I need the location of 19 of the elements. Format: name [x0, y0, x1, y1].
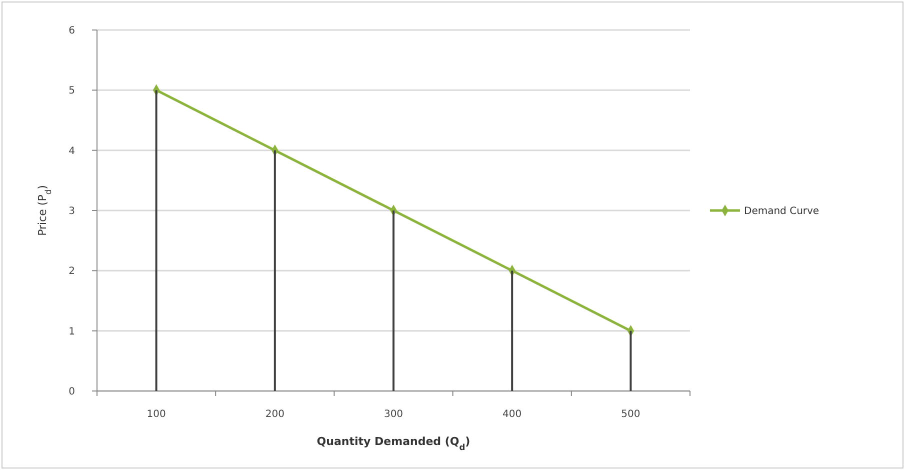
bar — [274, 150, 276, 391]
y-tick-label: 2 — [68, 266, 75, 278]
x-axis-title: Quantity Demanded (Q$_{d}$) — [316, 435, 470, 452]
y-tick-label: 0 — [68, 386, 75, 398]
x-tick-label: 300 — [384, 409, 404, 420]
y-tick-label: 6 — [68, 26, 75, 36]
x-tick-label: 500 — [621, 409, 640, 420]
y-tick-label: 1 — [68, 326, 75, 338]
y-tick-label: 5 — [68, 86, 75, 97]
y-tick-label: 3 — [68, 206, 75, 217]
x-tick-label: 100 — [146, 409, 166, 420]
bar — [511, 270, 514, 391]
bar — [630, 330, 632, 391]
y-tick-label: 4 — [68, 146, 75, 157]
x-tick-label: 200 — [265, 409, 284, 420]
x-tick-label: 400 — [502, 409, 522, 420]
bar — [155, 90, 158, 391]
legend-label: Demand Curve — [744, 206, 820, 217]
bar — [392, 210, 394, 391]
